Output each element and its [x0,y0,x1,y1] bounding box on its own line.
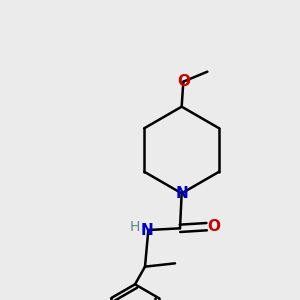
Text: H: H [129,220,140,234]
Text: O: O [177,74,190,89]
Text: O: O [208,219,220,234]
Text: N: N [140,223,153,238]
Text: N: N [175,186,188,201]
